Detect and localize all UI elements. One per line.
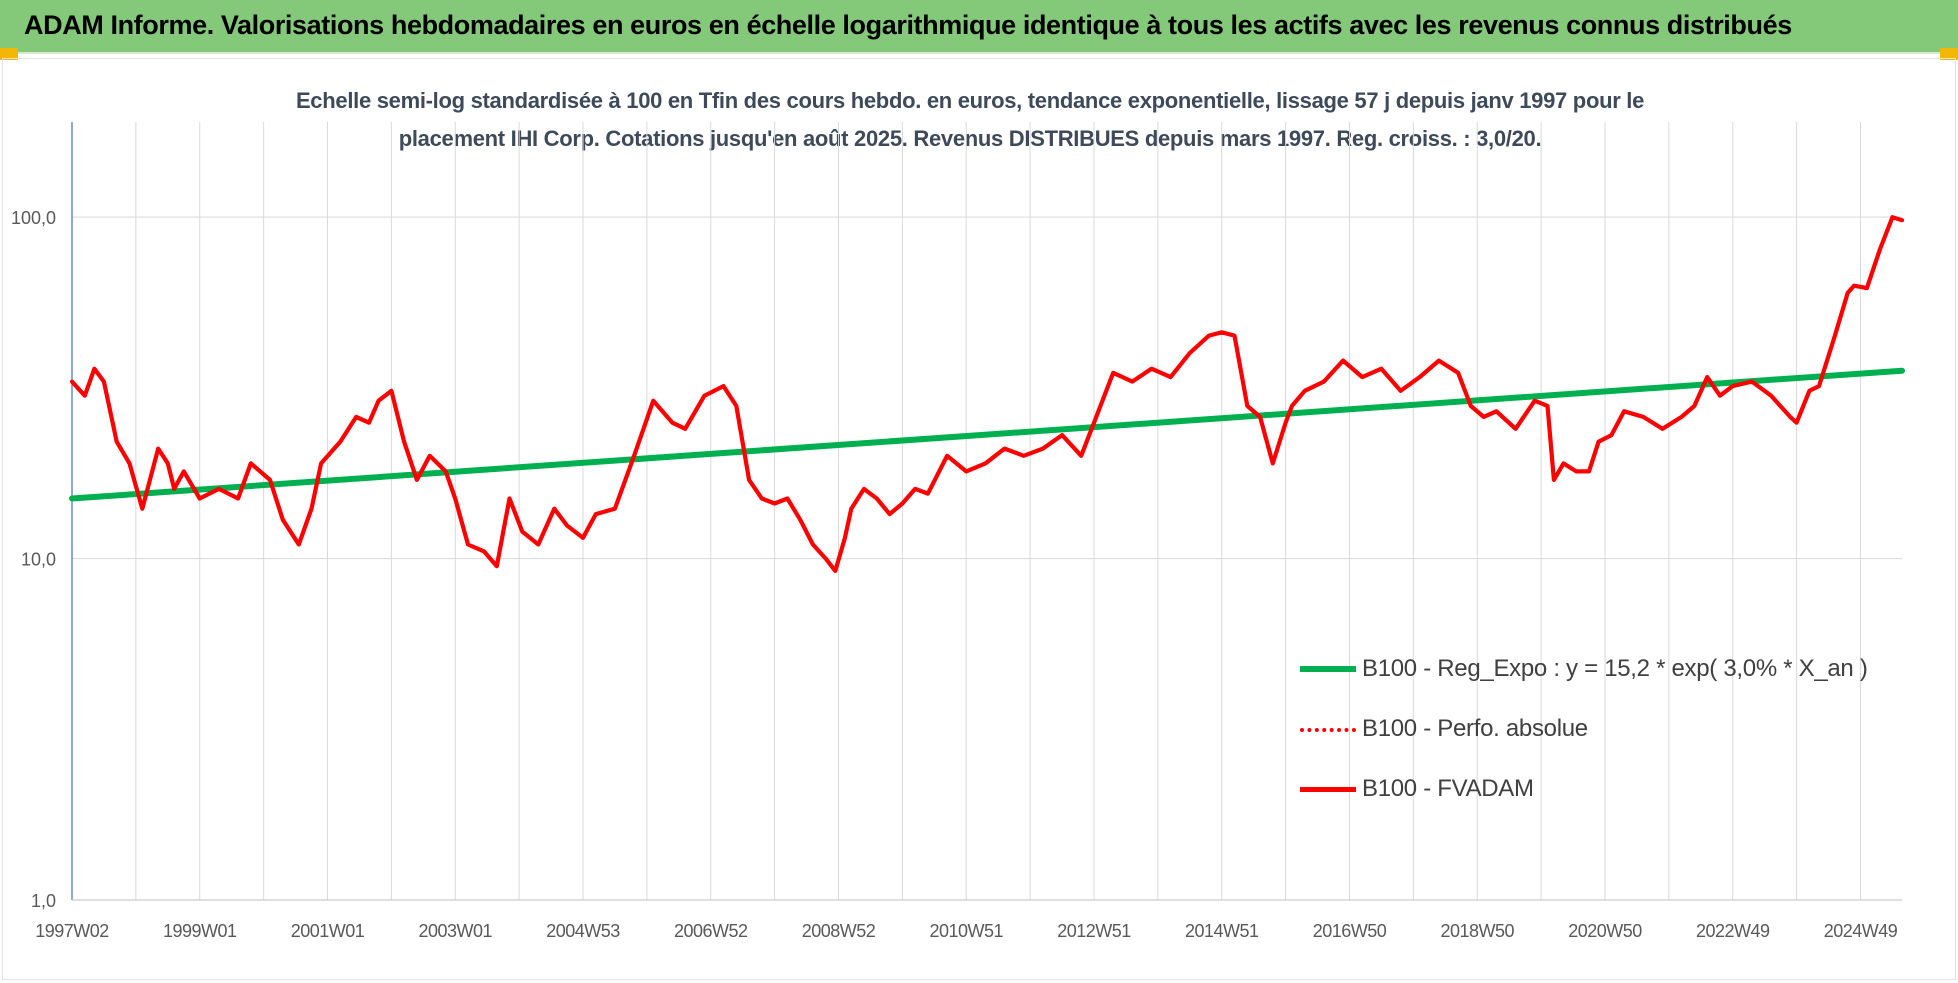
x-tick-label: 2012W51 bbox=[1057, 921, 1131, 941]
legend-label-fvadam: B100 - FVADAM bbox=[1362, 775, 1534, 802]
page-title: ADAM Informe. Valorisations hebdomadaire… bbox=[24, 10, 1792, 40]
x-tick-label: 2016W50 bbox=[1313, 921, 1387, 941]
legend-swatch-perfo bbox=[1300, 728, 1356, 732]
corner-marker-left bbox=[0, 48, 18, 60]
y-tick-label: 100,0 bbox=[11, 208, 56, 228]
chart-title-line1: Echelle semi-log standardisée à 100 en T… bbox=[295, 88, 1645, 113]
y-tick-label: 1,0 bbox=[31, 891, 56, 911]
x-tick-label: 2024W49 bbox=[1824, 921, 1898, 941]
chart-frame bbox=[2, 58, 1956, 980]
legend-swatch-fvadam bbox=[1300, 787, 1356, 792]
chart-title-line2: placement IHI Corp. Cotations jusqu'en a… bbox=[398, 126, 1542, 151]
x-tick-label: 2008W52 bbox=[802, 921, 876, 941]
x-tick-label: 2014W51 bbox=[1185, 921, 1259, 941]
corner-marker-right bbox=[1940, 48, 1958, 60]
x-tick-label: 2003W01 bbox=[418, 921, 492, 941]
trend-line bbox=[69, 367, 1905, 502]
x-tick-label: 2001W01 bbox=[291, 921, 365, 941]
legend-label-trend: B100 - Reg_Expo : y = 15,2 * exp( 3,0% *… bbox=[1362, 655, 1868, 682]
x-tick-label: 2020W50 bbox=[1568, 921, 1642, 941]
y-tick-label: 10,0 bbox=[21, 550, 56, 570]
x-tick-label: 2022W49 bbox=[1696, 921, 1770, 941]
x-tick-label: 2004W53 bbox=[546, 921, 620, 941]
x-tick-label: 1999W01 bbox=[163, 921, 237, 941]
legend-swatch-trend bbox=[1300, 666, 1356, 672]
x-tick-label: 2010W51 bbox=[929, 921, 1003, 941]
series-lines bbox=[69, 215, 1905, 574]
x-tick-label: 1997W02 bbox=[35, 921, 109, 941]
x-tick-label: 2018W50 bbox=[1440, 921, 1514, 941]
grid-lines bbox=[71, 122, 1902, 901]
series-line-fvadam bbox=[69, 215, 1905, 574]
axes: 1,0 10,0 100,0 1997W02 1999W01 2001W01 2003W01… bbox=[11, 122, 1902, 941]
x-tick-label: 2006W52 bbox=[674, 921, 748, 941]
header-banner: ADAM Informe. Valorisations hebdomadaire… bbox=[0, 0, 1958, 54]
legend-label-perfo: B100 - Perfo. absolue bbox=[1362, 715, 1588, 742]
